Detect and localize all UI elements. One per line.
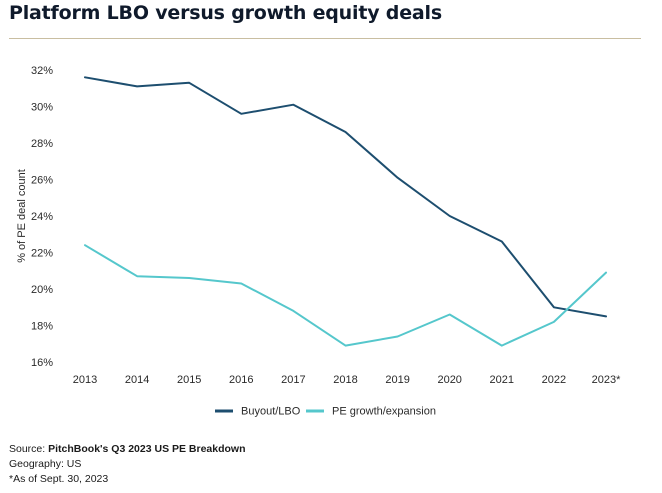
y-tick-label: 20% — [31, 284, 53, 296]
legend-label: Buyout/LBO — [241, 406, 301, 418]
source-prefix: Source: — [9, 443, 49, 455]
source-name: PitchBook's Q3 2023 US PE Breakdown — [48, 443, 246, 455]
y-tick-label: 16% — [31, 357, 53, 369]
y-tick-label: 22% — [31, 248, 53, 260]
series-lines — [84, 76, 607, 347]
legend-label: PE growth/expansion — [332, 406, 436, 418]
y-tick-label: 24% — [31, 211, 53, 223]
legend: Buyout/LBO PE growth/expansion — [215, 406, 436, 418]
y-tick-label: 26% — [31, 175, 53, 187]
line-chart: 16% 18% 20% 22% 24% 26% 28% 30% 32% 2013 2014 2015… — [16, 65, 621, 418]
x-tick-label: 2013 — [73, 374, 97, 386]
x-tick-label: 2022 — [542, 374, 566, 386]
x-tick-label: 2015 — [177, 374, 201, 386]
series-line-buyout — [84, 76, 607, 318]
y-tick-label: 18% — [31, 321, 53, 333]
y-axis-label: % of PE deal count — [16, 169, 28, 263]
y-tick-label: 30% — [31, 102, 53, 114]
source-line: Source: PitchBook's Q3 2023 US PE Breakd… — [9, 443, 246, 455]
date-note: *As of Sept. 30, 2023 — [9, 473, 109, 485]
x-tick-label: 2016 — [229, 374, 253, 386]
title-divider — [9, 38, 641, 39]
x-tick-label: 2020 — [437, 374, 461, 386]
x-tick-label: 2023* — [592, 374, 621, 386]
x-tick-label: 2018 — [333, 374, 357, 386]
x-axis-ticks: 2013 2014 2015 2016 2017 2018 2019 2020 2021 2022… — [73, 374, 621, 386]
x-tick-label: 2019 — [385, 374, 409, 386]
x-tick-label: 2017 — [281, 374, 305, 386]
series-line-growth — [84, 244, 607, 347]
x-tick-label: 2014 — [125, 374, 149, 386]
geography-note: Geography: US — [9, 458, 82, 470]
x-tick-label: 2021 — [490, 374, 514, 386]
y-tick-label: 28% — [31, 138, 53, 150]
chart-title: Platform LBO versus growth equity deals — [9, 2, 442, 24]
y-axis-ticks: 16% 18% 20% 22% 24% 26% 28% 30% 32% — [31, 65, 53, 369]
y-tick-label: 32% — [31, 65, 53, 77]
